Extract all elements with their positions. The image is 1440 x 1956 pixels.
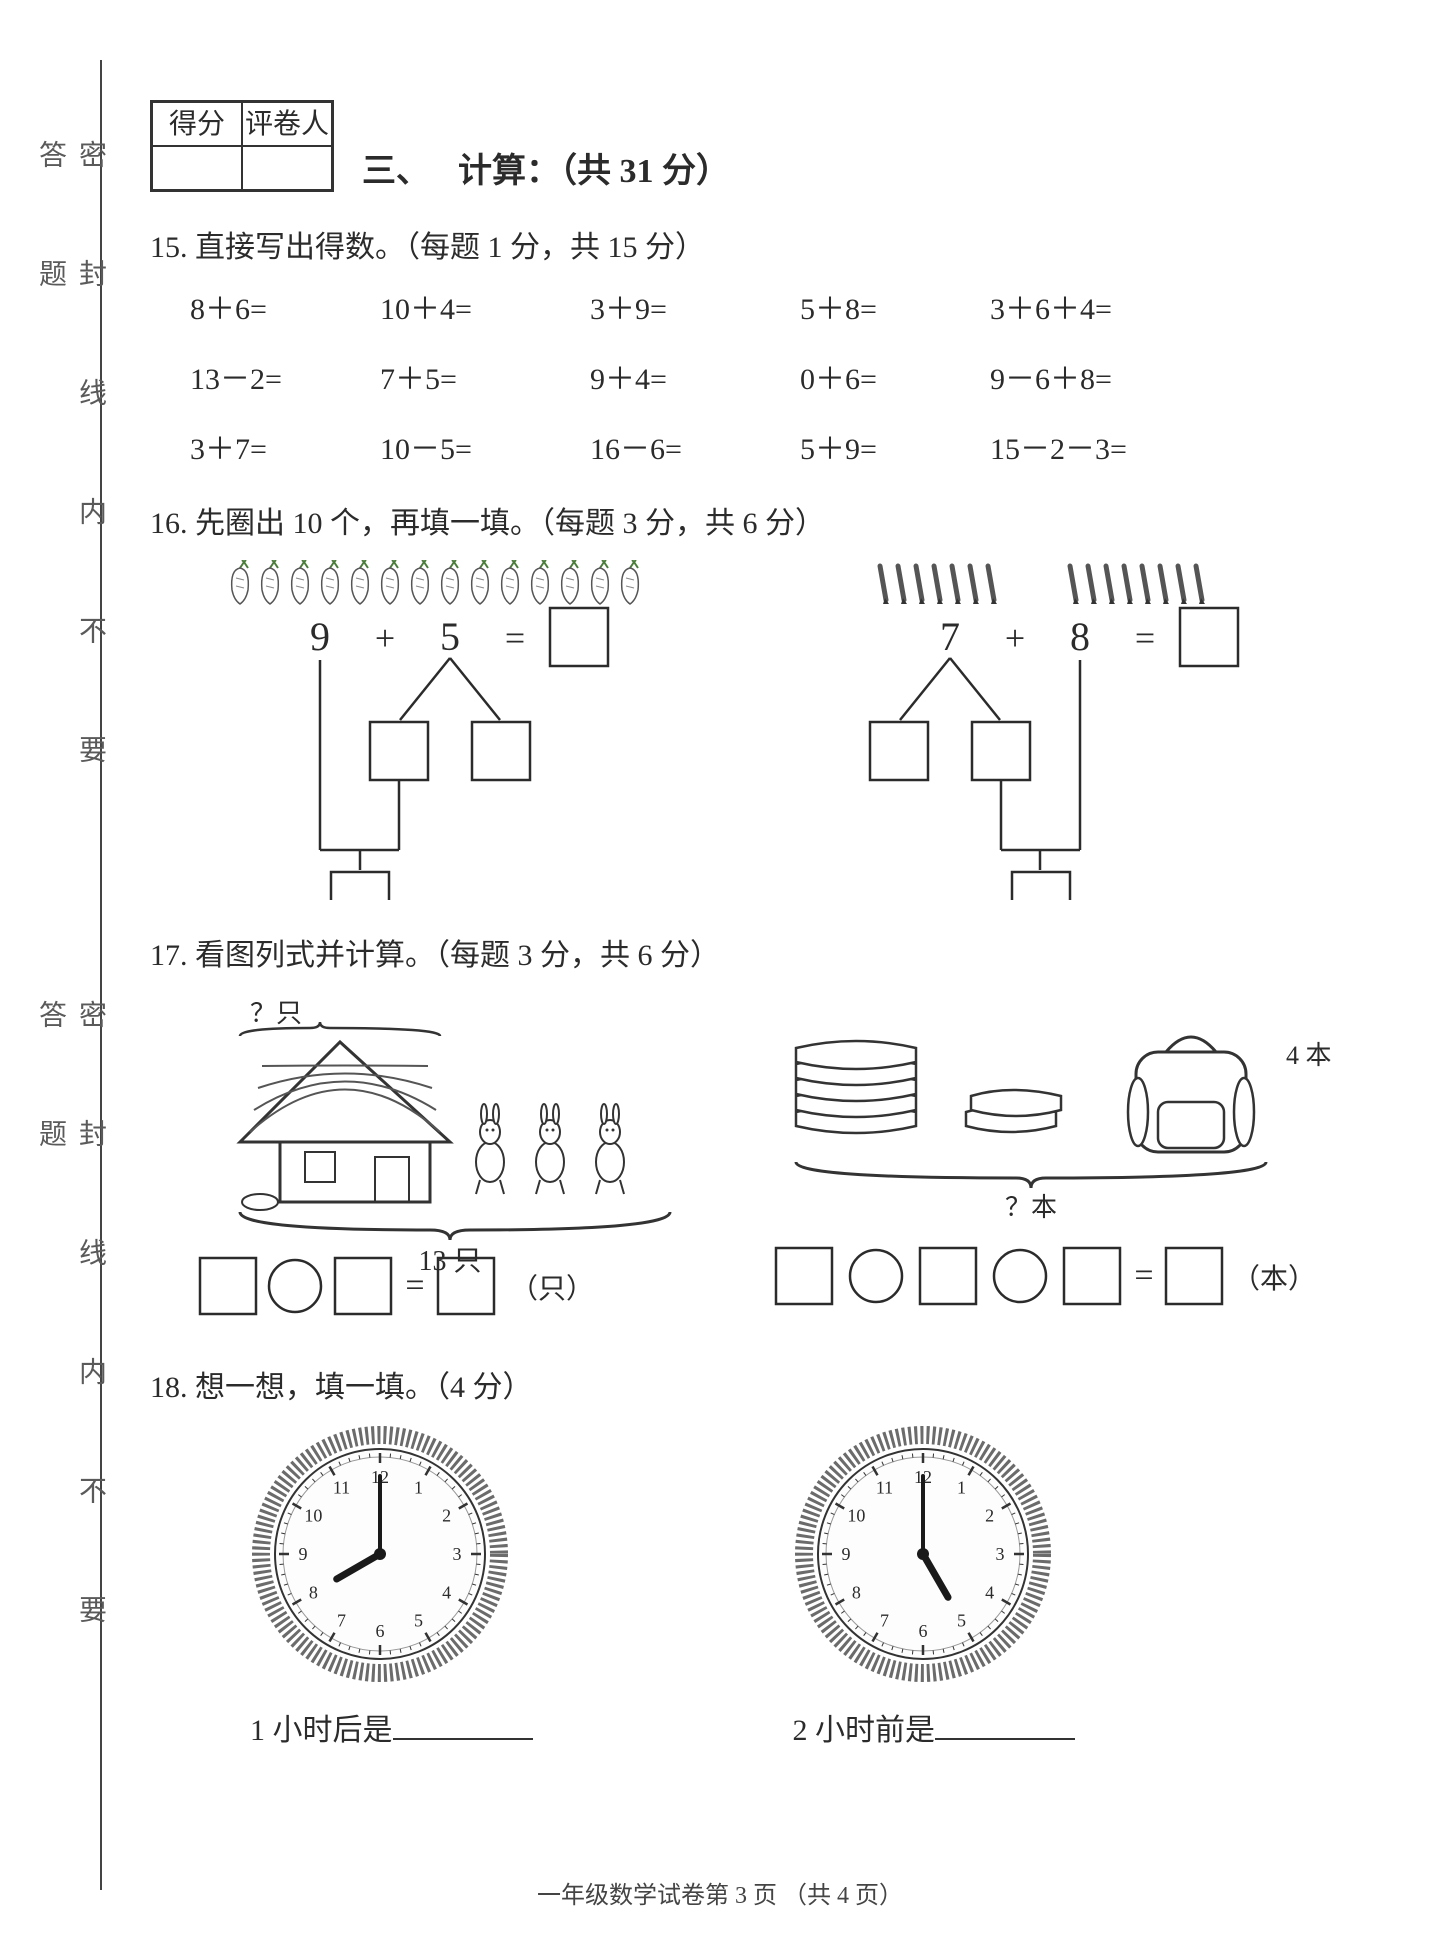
svg-text:13 只: 13 只: [418, 1246, 481, 1277]
score-table: 得分 评卷人: [150, 100, 334, 192]
svg-text:4 本: 4 本: [1286, 1041, 1332, 1070]
svg-text:9: 9: [310, 614, 330, 659]
svg-text:5: 5: [440, 614, 460, 659]
equation-cell[interactable]: 7＋5=: [380, 354, 590, 398]
equation-cell[interactable]: 0＋6=: [800, 354, 990, 398]
equation-cell[interactable]: 5＋8=: [800, 284, 990, 328]
q16-title: 16. 先圈出 10 个，再填一填。（每题 3 分，共 6 分）: [150, 498, 1370, 542]
svg-text:10: 10: [304, 1506, 322, 1526]
equation-cell[interactable]: 5＋9=: [800, 424, 990, 468]
svg-text:+: +: [1005, 618, 1025, 658]
equation-cell[interactable]: 3＋7=: [190, 424, 380, 468]
clock1: 123456789101112: [250, 1424, 510, 1684]
svg-text:4: 4: [442, 1583, 451, 1603]
svg-text:1: 1: [414, 1477, 423, 1497]
score-header-grader: 评卷人: [242, 102, 332, 146]
svg-text:10: 10: [847, 1506, 865, 1526]
clock2-caption: 2 小时前是: [793, 1705, 1076, 1749]
svg-text:7: 7: [940, 614, 960, 659]
svg-text:=: =: [1135, 618, 1155, 658]
page: 密 封 线 内 不 要 答 题 密 封 线 内 不 要 答 题 得分 评卷人 三…: [30, 30, 1410, 1920]
q17-left-scene: ？只 13 只= （只）: [180, 992, 706, 1332]
svg-text:？只: ？只: [250, 999, 302, 1028]
equation-cell[interactable]: 9－6＋8=: [990, 354, 1230, 398]
svg-text:8: 8: [1070, 614, 1090, 659]
equation-cell[interactable]: 10＋4=: [380, 284, 590, 328]
section-title: 计算：（共 31 分）: [458, 143, 730, 192]
clock1-blank[interactable]: [393, 1734, 533, 1740]
svg-text:（本）: （本）: [1232, 1263, 1316, 1295]
svg-text:9: 9: [841, 1544, 850, 1564]
q16-right-diagram: 7 +8 =: [840, 560, 1320, 900]
svg-text:？本: ？本: [1005, 1193, 1057, 1222]
svg-text:7: 7: [880, 1611, 889, 1631]
equation-cell[interactable]: 15－2－3=: [990, 424, 1230, 468]
binding-text-top: 密 封 线 内 不 要 答 题: [50, 140, 90, 840]
clock2: 123456789101112: [793, 1424, 1053, 1684]
q18-clocks: 123456789101112 1 小时后是 123456789101112 2…: [250, 1424, 1370, 1749]
q18-title: 18. 想一想，填一填。（4 分）: [150, 1362, 1370, 1406]
svg-text:2: 2: [442, 1506, 451, 1526]
equation-cell[interactable]: 8＋6=: [190, 284, 380, 328]
svg-text:=: =: [505, 618, 525, 658]
section-header: 得分 评卷人 三、 计算：（共 31 分）: [150, 100, 1370, 192]
svg-text:6: 6: [918, 1621, 927, 1641]
svg-text:2: 2: [985, 1506, 994, 1526]
svg-text:5: 5: [414, 1611, 423, 1631]
clock2-caption-text: 2 小时前是: [793, 1714, 936, 1747]
svg-text:11: 11: [333, 1477, 350, 1497]
svg-text:7: 7: [337, 1611, 346, 1631]
svg-text:8: 8: [309, 1583, 318, 1603]
binding-text-bottom: 密 封 线 内 不 要 答 题: [50, 1000, 90, 1700]
svg-text:1: 1: [957, 1477, 966, 1497]
clock1-caption: 1 小时后是: [250, 1705, 533, 1749]
svg-text:5: 5: [957, 1611, 966, 1631]
score-header-score: 得分: [152, 102, 242, 146]
q15-title: 15. 直接写出得数。（每题 1 分，共 15 分）: [150, 222, 1370, 266]
equation-cell[interactable]: 9＋4=: [590, 354, 800, 398]
clock1-caption-text: 1 小时后是: [250, 1714, 393, 1747]
svg-text:=: =: [1134, 1257, 1153, 1294]
q17-title: 17. 看图列式并计算。（每题 3 分，共 6 分）: [150, 930, 1370, 974]
clock1-group: 123456789101112 1 小时后是: [250, 1424, 533, 1749]
equation-cell[interactable]: 3＋6＋4=: [990, 284, 1230, 328]
q16-diagrams: 9 +5 = 7 +8 =: [210, 560, 1370, 900]
score-cell-grader[interactable]: [242, 146, 332, 190]
svg-text:3: 3: [453, 1544, 462, 1564]
svg-text:+: +: [375, 618, 395, 658]
svg-text:4: 4: [985, 1583, 994, 1603]
q17-right-scene: 4 本 ？本 = （本）: [766, 992, 1370, 1332]
section-number: 三、: [362, 143, 430, 192]
svg-text:3: 3: [995, 1544, 1004, 1564]
q16-left-diagram: 9 +5 =: [210, 560, 690, 900]
svg-text:8: 8: [851, 1583, 860, 1603]
q15-equations: 8＋6=10＋4=3＋9=5＋8=3＋6＋4= 13－2=7＋5=9＋4=0＋6=…: [190, 284, 1370, 468]
equation-cell[interactable]: 13－2=: [190, 354, 380, 398]
clock2-group: 123456789101112 2 小时前是: [793, 1424, 1076, 1749]
svg-text:9: 9: [299, 1544, 308, 1564]
equation-cell[interactable]: 3＋9=: [590, 284, 800, 328]
content: 得分 评卷人 三、 计算：（共 31 分） 15. 直接写出得数。（每题 1 分…: [150, 100, 1370, 1749]
clock2-blank[interactable]: [935, 1734, 1075, 1740]
svg-text:=: =: [405, 1267, 424, 1304]
equation-cell[interactable]: 10－5=: [380, 424, 590, 468]
svg-text:（只）: （只）: [510, 1273, 594, 1305]
footer: 一年级数学试卷第 3 页 （共 4 页）: [30, 1875, 1410, 1910]
equation-cell[interactable]: 16－6=: [590, 424, 800, 468]
q17-scenes: ？只13 只=（只） 4 本？本=（本）: [180, 992, 1370, 1332]
svg-text:6: 6: [376, 1621, 385, 1641]
score-cell-score[interactable]: [152, 146, 242, 190]
svg-text:11: 11: [875, 1477, 892, 1497]
